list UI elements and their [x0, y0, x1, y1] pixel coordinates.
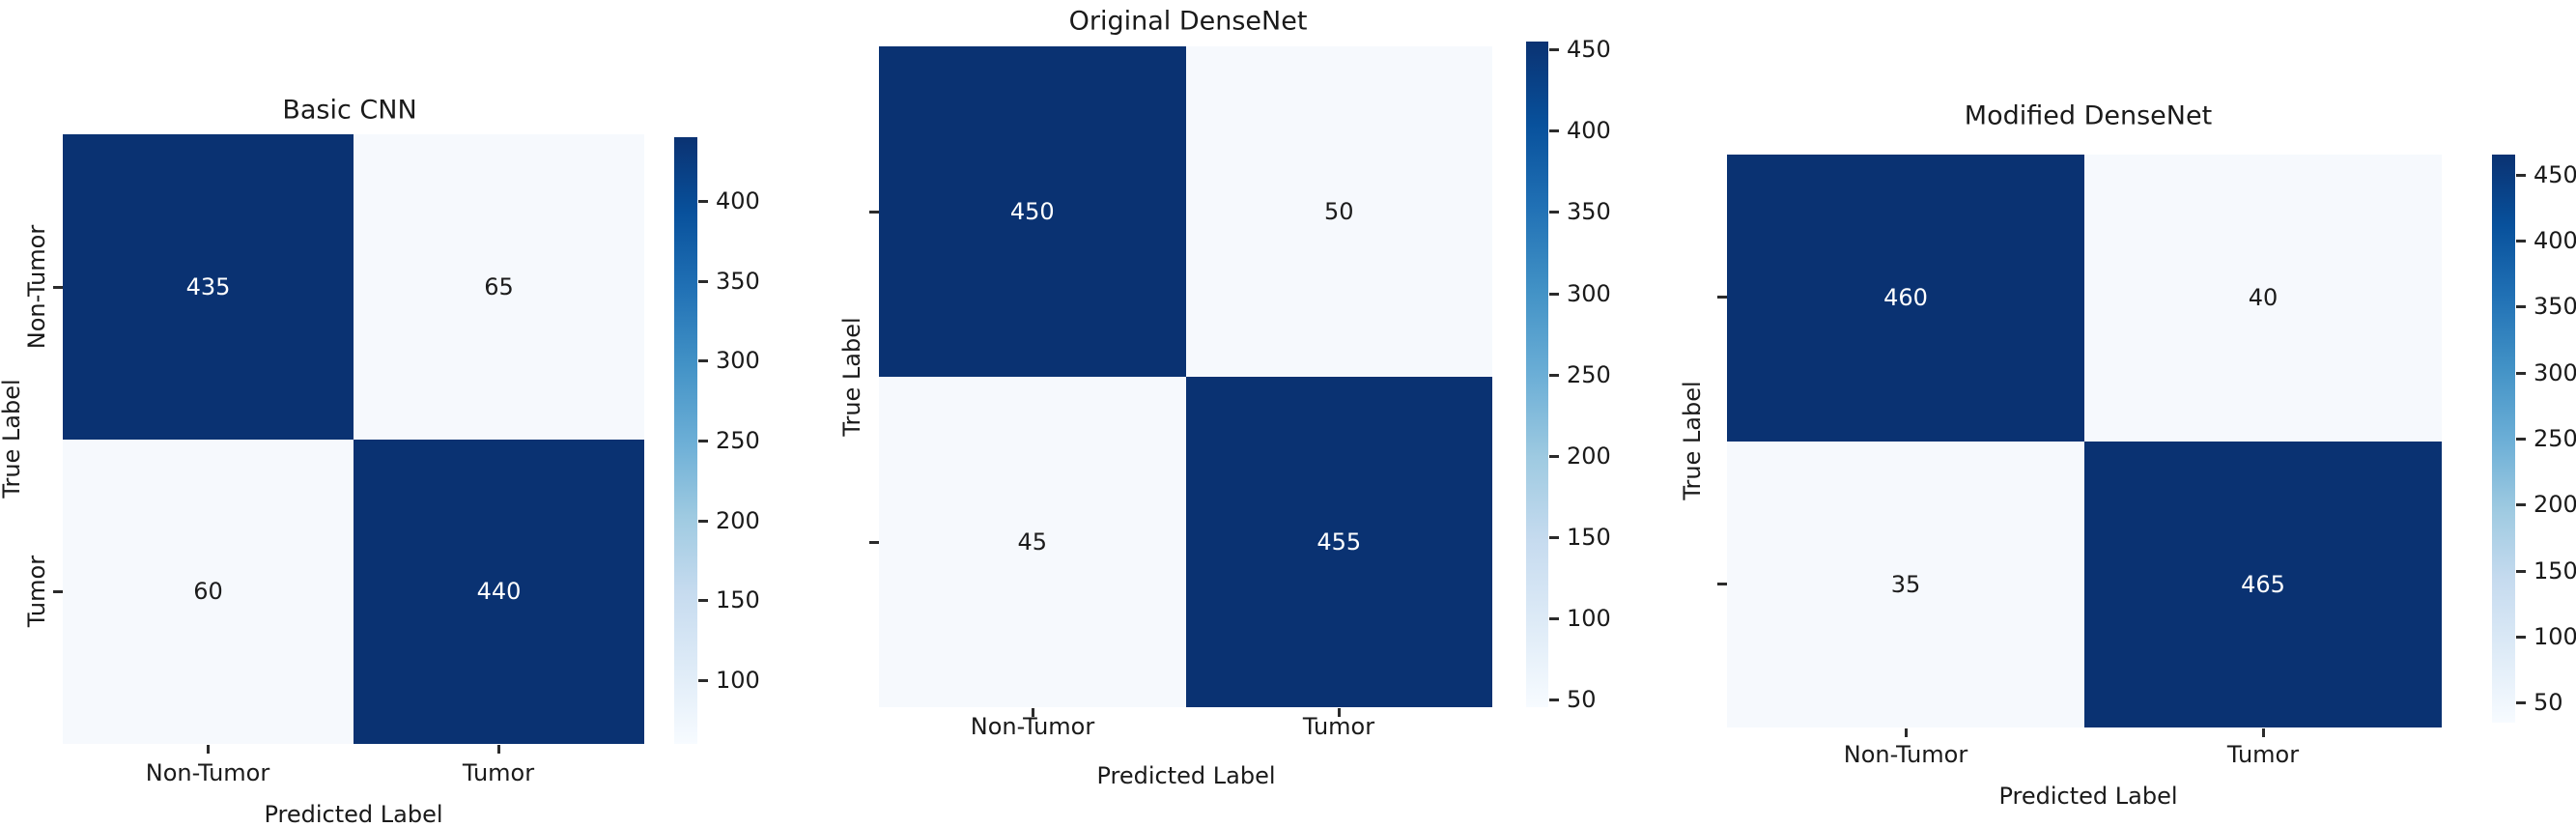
colorbar-tick-label: 150: [2534, 557, 2576, 585]
colorbar-tick-mark: [2516, 503, 2526, 506]
colorbar-tick-label: 350: [2534, 293, 2576, 320]
y-tick-mark: [53, 590, 63, 593]
colorbar-tick-mark: [2516, 240, 2526, 242]
y-axis-label: True Label: [838, 317, 865, 437]
y-tick-label: Tumor: [23, 555, 50, 628]
colorbar-tick-label: 450: [2534, 161, 2576, 188]
y-tick-label: Non-Tumor: [23, 224, 50, 350]
colorbar-tick-label: 400: [1567, 117, 1611, 144]
chart-title: Original DenseNet: [1068, 6, 1308, 37]
x-tick-label: Tumor: [1302, 713, 1375, 740]
colorbar-tick-mark: [2516, 305, 2526, 308]
colorbar-tick-label: 200: [716, 507, 760, 534]
colorbar-tick-mark: [1549, 293, 1559, 296]
colorbar-tick-label: 400: [2534, 227, 2576, 254]
x-tick-mark: [1338, 708, 1341, 717]
colorbar-tick-mark: [698, 440, 708, 442]
matrix-cell-true-nontumor-pred-tumor: 50: [1185, 46, 1492, 377]
x-tick-label: Tumor: [2226, 741, 2300, 768]
y-axis-label: True Label: [1679, 381, 1706, 500]
x-axis-label: Predicted Label: [1998, 783, 2178, 810]
x-tick-mark: [497, 745, 500, 754]
colorbar-tick-mark: [698, 280, 708, 283]
colorbar: [674, 137, 697, 744]
matrix-cell-true-nontumor-pred-nontumor: 460: [1727, 155, 2084, 442]
x-tick-label: Non-Tumor: [1843, 741, 1968, 768]
colorbar-tick-label: 350: [1567, 198, 1611, 225]
x-tick-label: Non-Tumor: [145, 759, 270, 786]
colorbar-tick-mark: [2516, 174, 2526, 177]
matrix-cell-true-nontumor-pred-nontumor: 435: [63, 134, 354, 440]
colorbar-tick-mark: [2516, 372, 2526, 375]
colorbar: [1526, 42, 1548, 707]
chart-title: Basic CNN: [282, 95, 417, 126]
colorbar-tick-mark: [2516, 636, 2526, 639]
colorbar-tick-label: 50: [2534, 689, 2563, 716]
x-axis-label: Predicted Label: [1096, 762, 1276, 789]
colorbar-tick-mark: [1549, 536, 1559, 539]
y-axis-label: True Label: [0, 379, 25, 499]
chart-title: Modified DenseNet: [1964, 100, 2213, 131]
colorbar-tick-label: 300: [716, 347, 760, 374]
colorbar-tick-label: 300: [1567, 280, 1611, 307]
colorbar-tick-mark: [2516, 570, 2526, 573]
x-tick-mark: [1905, 728, 1908, 737]
colorbar-tick-mark: [1549, 699, 1559, 701]
y-tick-mark: [869, 211, 879, 214]
colorbar-tick-label: 200: [2534, 491, 2576, 518]
y-tick-mark: [53, 286, 63, 289]
colorbar-tick-mark: [1549, 129, 1559, 132]
colorbar-tick-label: 100: [1567, 605, 1611, 632]
colorbar-tick-mark: [1549, 455, 1559, 458]
colorbar-tick-label: 100: [2534, 623, 2576, 650]
matrix-cell-true-nontumor-pred-tumor: 65: [354, 134, 644, 440]
confusion-matrix-grid: 435 65 60 440: [63, 134, 644, 744]
colorbar-tick-mark: [698, 520, 708, 523]
colorbar-tick-label: 300: [2534, 359, 2576, 386]
x-tick-mark: [207, 745, 210, 754]
colorbar-tick-label: 450: [1567, 36, 1611, 63]
colorbar-tick-label: 250: [2534, 425, 2576, 452]
x-tick-mark: [1032, 708, 1034, 717]
colorbar-tick-mark: [698, 679, 708, 682]
colorbar-tick-label: 250: [716, 427, 760, 454]
colorbar-tick-mark: [698, 200, 708, 203]
x-tick-mark: [2262, 728, 2265, 737]
confusion-matrix-grid: 450 50 45 455: [879, 46, 1492, 707]
colorbar-tick-mark: [1549, 374, 1559, 377]
matrix-cell-true-tumor-pred-nontumor: 35: [1727, 441, 2084, 727]
colorbar-tick-label: 50: [1567, 686, 1597, 713]
y-tick-mark: [869, 541, 879, 544]
colorbar-tick-mark: [1549, 48, 1559, 51]
colorbar-tick-label: 200: [1567, 442, 1611, 470]
matrix-cell-true-tumor-pred-nontumor: 45: [879, 377, 1186, 707]
matrix-cell-true-tumor-pred-nontumor: 60: [63, 439, 354, 744]
colorbar-tick-mark: [698, 359, 708, 362]
colorbar-tick-mark: [2516, 701, 2526, 704]
confusion-matrix-grid: 460 40 35 465: [1727, 155, 2442, 727]
colorbar-tick-label: 100: [716, 667, 760, 694]
colorbar-tick-label: 350: [716, 268, 760, 295]
colorbar-tick-mark: [2516, 438, 2526, 441]
matrix-cell-true-tumor-pred-tumor: 440: [354, 439, 644, 744]
colorbar-tick-mark: [1549, 211, 1559, 214]
colorbar: [2492, 155, 2515, 723]
x-tick-label: Non-Tumor: [970, 713, 1095, 740]
y-tick-mark: [1717, 296, 1727, 299]
y-tick-mark: [1717, 583, 1727, 585]
colorbar-tick-label: 150: [1567, 524, 1611, 551]
matrix-cell-true-tumor-pred-tumor: 465: [2084, 441, 2442, 727]
matrix-cell-true-nontumor-pred-tumor: 40: [2084, 155, 2442, 442]
colorbar-tick-mark: [698, 599, 708, 602]
colorbar-tick-mark: [1549, 617, 1559, 620]
colorbar-tick-label: 400: [716, 187, 760, 214]
matrix-cell-true-nontumor-pred-nontumor: 450: [879, 46, 1186, 377]
colorbar-tick-label: 250: [1567, 361, 1611, 388]
colorbar-tick-label: 150: [716, 586, 760, 613]
matrix-cell-true-tumor-pred-tumor: 455: [1185, 377, 1492, 707]
x-tick-label: Tumor: [462, 759, 535, 786]
x-axis-label: Predicted Label: [264, 801, 443, 827]
